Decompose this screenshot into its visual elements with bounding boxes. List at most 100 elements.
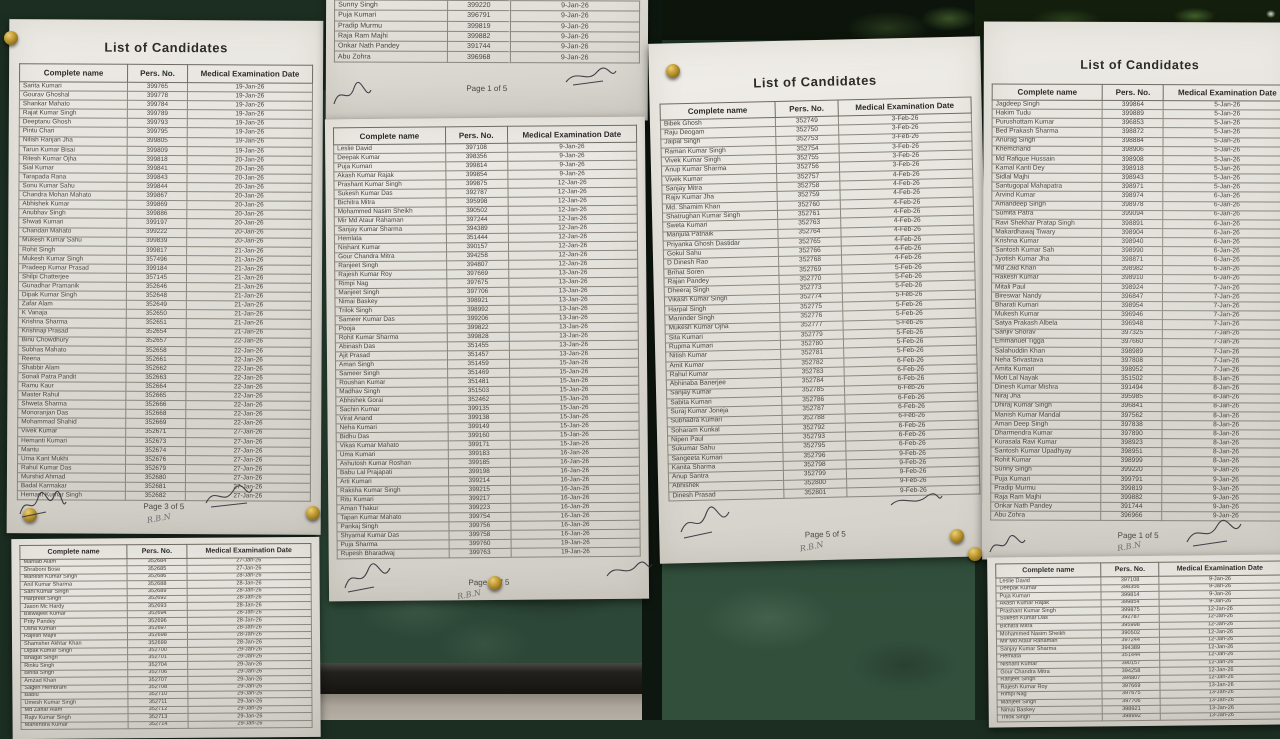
table-cell: 396946 bbox=[1101, 310, 1163, 320]
push-pin bbox=[488, 576, 502, 590]
column-header: Medical Examination Date bbox=[507, 125, 637, 144]
table-cell: 5-Jan-26 bbox=[1163, 173, 1280, 184]
table-cell: 19-Jan-26 bbox=[510, 547, 641, 558]
table-cell: 7-Jan-26 bbox=[1162, 301, 1280, 312]
table-cell: Santugopal Mahapatra bbox=[991, 182, 1103, 192]
table-cell: 352676 bbox=[125, 455, 186, 465]
column-header: Medical Examination Date bbox=[187, 64, 313, 84]
table-cell: 399795 bbox=[127, 127, 188, 138]
table-cell: 5-Jan-26 bbox=[1163, 137, 1280, 147]
handwritten-initials: R.B.N bbox=[798, 539, 825, 554]
push-pin bbox=[968, 547, 982, 561]
table-cell: 352681 bbox=[125, 482, 186, 492]
table-cell: 7-Jan-26 bbox=[1162, 283, 1280, 293]
table-cell: 8-Jan-26 bbox=[1162, 374, 1280, 385]
table-cell: 6-Jan-26 bbox=[1163, 191, 1280, 202]
table-cell: 398924 bbox=[1101, 283, 1163, 293]
table-cell: 352714 bbox=[128, 720, 188, 729]
table-cell: 398891 bbox=[1102, 219, 1163, 229]
table-cell: 399839 bbox=[126, 236, 187, 247]
table-cell: 399791 bbox=[1101, 475, 1163, 485]
table-cell: 397890 bbox=[1101, 429, 1163, 439]
table-cell: 8-Jan-26 bbox=[1162, 383, 1280, 394]
table-cell: 399841 bbox=[127, 164, 187, 174]
table-cell: 352648 bbox=[126, 291, 187, 301]
table-cell: 352682 bbox=[125, 491, 186, 501]
table-cell: 398943 bbox=[1102, 173, 1164, 183]
table-cell: Amita Kumari bbox=[991, 365, 1102, 375]
table-header-row: Complete name Pers. No. Medical Examinatio… bbox=[19, 63, 313, 84]
table-cell: 7-Jan-26 bbox=[1162, 292, 1280, 303]
signature bbox=[890, 493, 943, 506]
table-cell: Bed Prakash Sharma bbox=[992, 127, 1103, 137]
page-title: List of Candidates bbox=[104, 39, 228, 56]
table-cell: 398974 bbox=[1102, 191, 1164, 202]
table-cell: 399220 bbox=[447, 0, 511, 11]
table-cell: 399765 bbox=[127, 82, 188, 92]
table-cell: Md Rafique Hussain bbox=[991, 154, 1103, 165]
column-header: Medical Examination Date bbox=[1158, 561, 1280, 577]
push-pin bbox=[666, 64, 680, 78]
table-cell: 9-Jan-26 bbox=[1162, 484, 1280, 495]
table-cell: 352680 bbox=[125, 473, 186, 483]
table-cell: 5-Jan-26 bbox=[1163, 128, 1280, 138]
table-cell: Mukesh Kumar bbox=[991, 310, 1102, 320]
column-header: Pers. No. bbox=[774, 100, 839, 118]
table-cell: 352669 bbox=[125, 418, 186, 429]
push-pin bbox=[950, 529, 964, 543]
table-cell: 6-Jan-26 bbox=[1162, 274, 1280, 284]
table-cell: 6-Jan-26 bbox=[1162, 219, 1280, 229]
table-cell: 352646 bbox=[126, 282, 187, 292]
table-cell: 399819 bbox=[1101, 484, 1163, 494]
table-cell: Sidlal Majhi bbox=[991, 173, 1103, 183]
table-cell: 352651 bbox=[126, 318, 187, 329]
table-cell: 8-Jan-26 bbox=[1162, 457, 1280, 467]
table-cell: Krishna Kumar bbox=[991, 237, 1102, 247]
table-cell: 5-Jan-26 bbox=[1163, 155, 1280, 166]
table-cell: 396791 bbox=[447, 10, 511, 22]
table-cell: 352654 bbox=[126, 327, 187, 338]
table-cell: 9-Jan-26 bbox=[510, 52, 640, 63]
table-cell: 398954 bbox=[1101, 301, 1163, 311]
table-cell: 6-Jan-26 bbox=[1162, 246, 1280, 257]
table-cell: 398906 bbox=[1102, 146, 1164, 156]
table-cell: 7-Jan-26 bbox=[1162, 329, 1280, 339]
page-sheet-1-of-5: List of Candidates Complete name Pers. No… bbox=[982, 21, 1280, 561]
table-cell: Puja Kumari bbox=[990, 474, 1102, 485]
table-cell: 352664 bbox=[125, 382, 186, 392]
table-cell: Rupesh Bharadwaj bbox=[337, 548, 450, 559]
table-cell: 7-Jan-26 bbox=[1162, 338, 1280, 348]
table-cell: 396841 bbox=[1101, 402, 1163, 412]
table-cell: 398990 bbox=[1101, 246, 1163, 256]
table-cell: 398978 bbox=[1102, 200, 1164, 211]
table-cell: Jyotish Kumar Jha bbox=[991, 255, 1102, 265]
table-cell: 352658 bbox=[126, 346, 186, 356]
table-cell: 399867 bbox=[126, 191, 187, 201]
table-cell: Onkar Nath Pandey bbox=[334, 41, 448, 52]
table-cell: 399882 bbox=[447, 31, 511, 42]
page-sheet-2-fragment: Complete name Pers. No. Medical Examinatio… bbox=[987, 554, 1280, 728]
table-cell: Makardhawaj Tiwary bbox=[991, 227, 1103, 238]
signature bbox=[344, 563, 391, 593]
table-cell: 352801 bbox=[783, 487, 848, 499]
column-header: Pers. No. bbox=[445, 126, 508, 144]
table-cell: Abu Zohra bbox=[990, 511, 1102, 521]
table-cell: 398918 bbox=[1102, 164, 1164, 174]
page-sheet-4-fragment: Complete name Pers. No. Medical Examinatio… bbox=[11, 536, 321, 739]
table-cell: Khemchand bbox=[991, 145, 1103, 156]
table-cell: 399869 bbox=[126, 200, 187, 210]
table-cell: 8-Jan-26 bbox=[1162, 447, 1280, 458]
table-cell: 396853 bbox=[1102, 118, 1164, 129]
candidates-table: Complete name Pers. No. Medical Examinatio… bbox=[19, 543, 313, 730]
candidates-table: Complete name Pers. No. Medical Examinatio… bbox=[17, 63, 313, 502]
table-cell: 398951 bbox=[1101, 447, 1163, 458]
table-cell: Kurasala Ravi Kumar bbox=[990, 438, 1102, 448]
table-cell: 399763 bbox=[448, 548, 511, 558]
table-cell: Santosh Kumar Upadhyay bbox=[990, 447, 1102, 457]
candidates-table: Complete name Pers. No. Medical Examinatio… bbox=[333, 125, 641, 560]
table-cell: 398908 bbox=[1102, 155, 1164, 165]
signature bbox=[606, 561, 653, 577]
table-cell: 398989 bbox=[1101, 347, 1163, 357]
table-cell: 397808 bbox=[1101, 356, 1163, 366]
table-cell: Emmanuel Tigga bbox=[991, 337, 1102, 348]
